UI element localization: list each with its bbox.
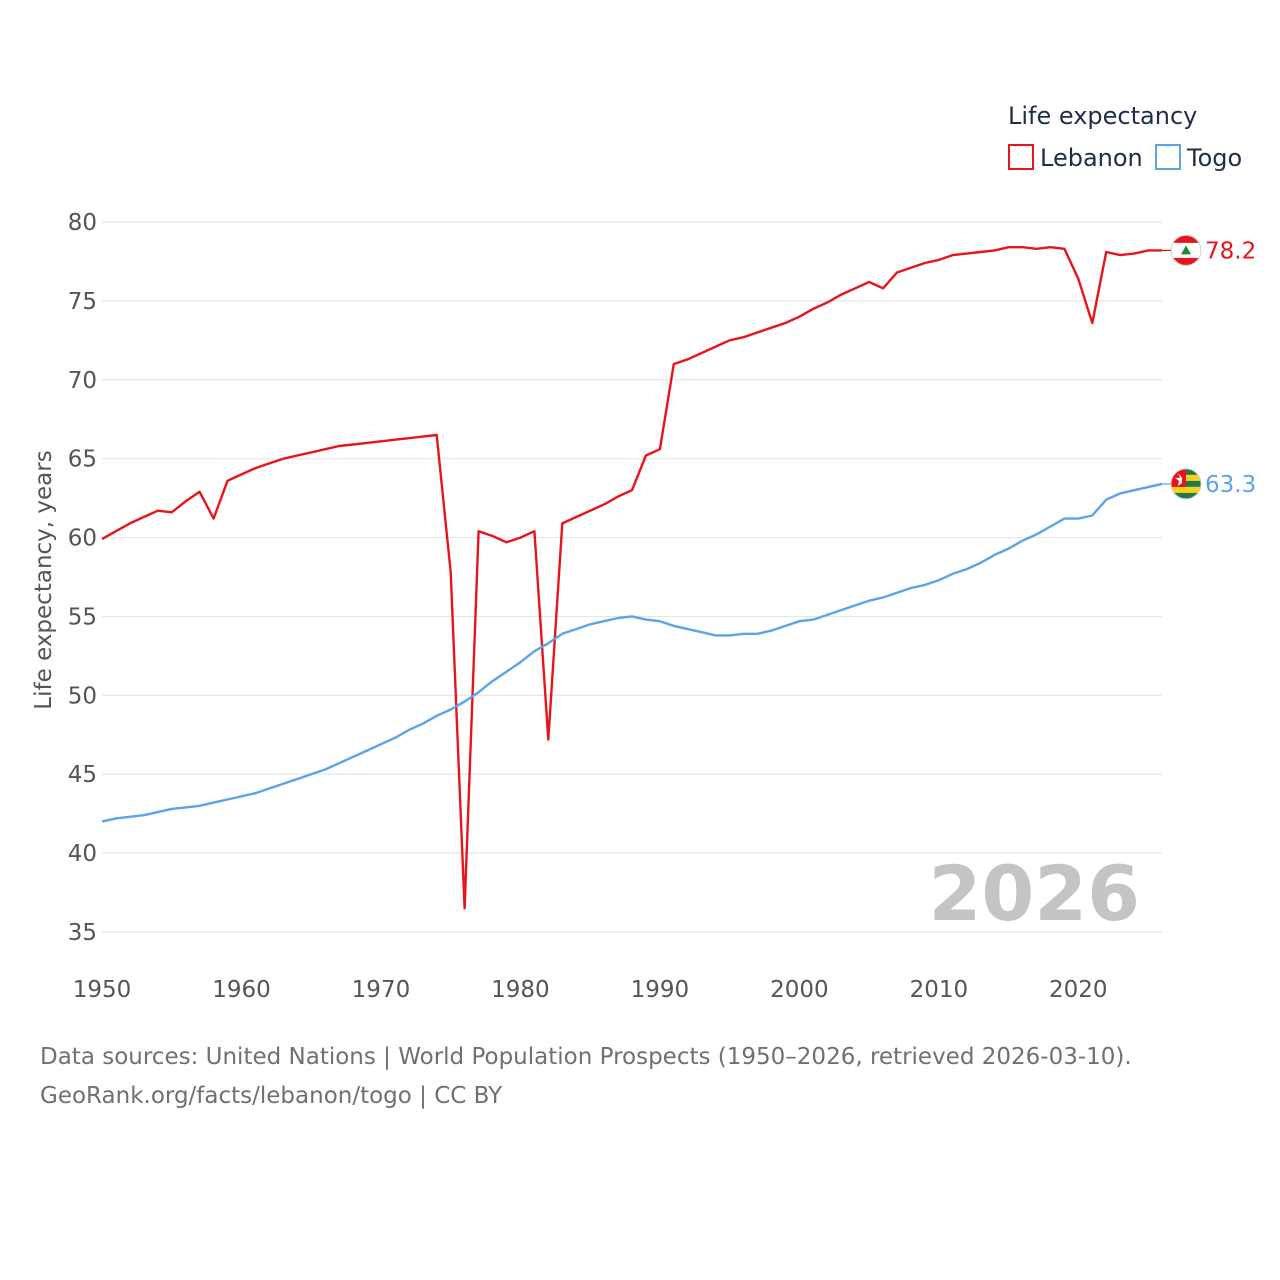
togo-flag-icon: [1170, 468, 1202, 500]
lebanon-flag-icon: [1170, 234, 1202, 266]
x-tick-label: 1960: [212, 977, 271, 1003]
legend-title: Life expectancy: [1008, 102, 1197, 130]
series-end-labels: 78.2 63.3: [1162, 234, 1256, 500]
legend: Life expectancy Lebanon Togo: [1008, 102, 1242, 172]
end-value-label-togo: 63.3: [1205, 472, 1256, 498]
y-tick-label: 80: [68, 210, 97, 236]
legend-swatch-lebanon: [1008, 144, 1034, 170]
gridlines: [102, 221, 1162, 933]
series-line-lebanon: [101, 245, 1162, 910]
x-tick-label: 1990: [631, 977, 690, 1003]
x-axis-ticks: 1950 1960 1970 1980 1990 2000 2010 2020: [73, 977, 1108, 1003]
credit-line: GeoRank.org/facts/lebanon/togo | CC BY: [40, 1083, 503, 1109]
x-tick-label: 2020: [1049, 977, 1108, 1003]
y-tick-label: 70: [68, 368, 97, 394]
data-source-note: Data sources: United Nations | World Pop…: [40, 1044, 1132, 1070]
y-tick-label: 60: [68, 526, 97, 552]
y-tick-label: 40: [68, 841, 97, 867]
x-tick-label: 1980: [491, 977, 550, 1003]
y-tick-label: 35: [68, 920, 97, 946]
legend-swatch-togo: [1155, 144, 1181, 170]
y-axis-title: Life expectancy, years: [31, 450, 57, 709]
end-value-label-lebanon: 78.2: [1205, 238, 1256, 264]
legend-label-togo: Togo: [1186, 144, 1242, 172]
y-tick-label: 65: [68, 447, 97, 473]
y-tick-label: 45: [68, 762, 97, 788]
x-tick-label: 2010: [910, 977, 969, 1003]
y-tick-label: 75: [68, 289, 97, 315]
legend-label-lebanon: Lebanon: [1040, 144, 1143, 172]
current-year-watermark: 2026: [928, 849, 1140, 938]
x-tick-label: 1950: [73, 977, 132, 1003]
y-tick-label: 55: [68, 604, 97, 630]
x-tick-label: 1970: [352, 977, 411, 1003]
y-axis-ticks: 35 40 45 50 55 60 65 70 75 80: [68, 210, 97, 946]
y-tick-label: 50: [68, 683, 97, 709]
series-lines: [101, 245, 1163, 910]
series-line-togo: [101, 482, 1163, 823]
x-tick-label: 2000: [770, 977, 829, 1003]
